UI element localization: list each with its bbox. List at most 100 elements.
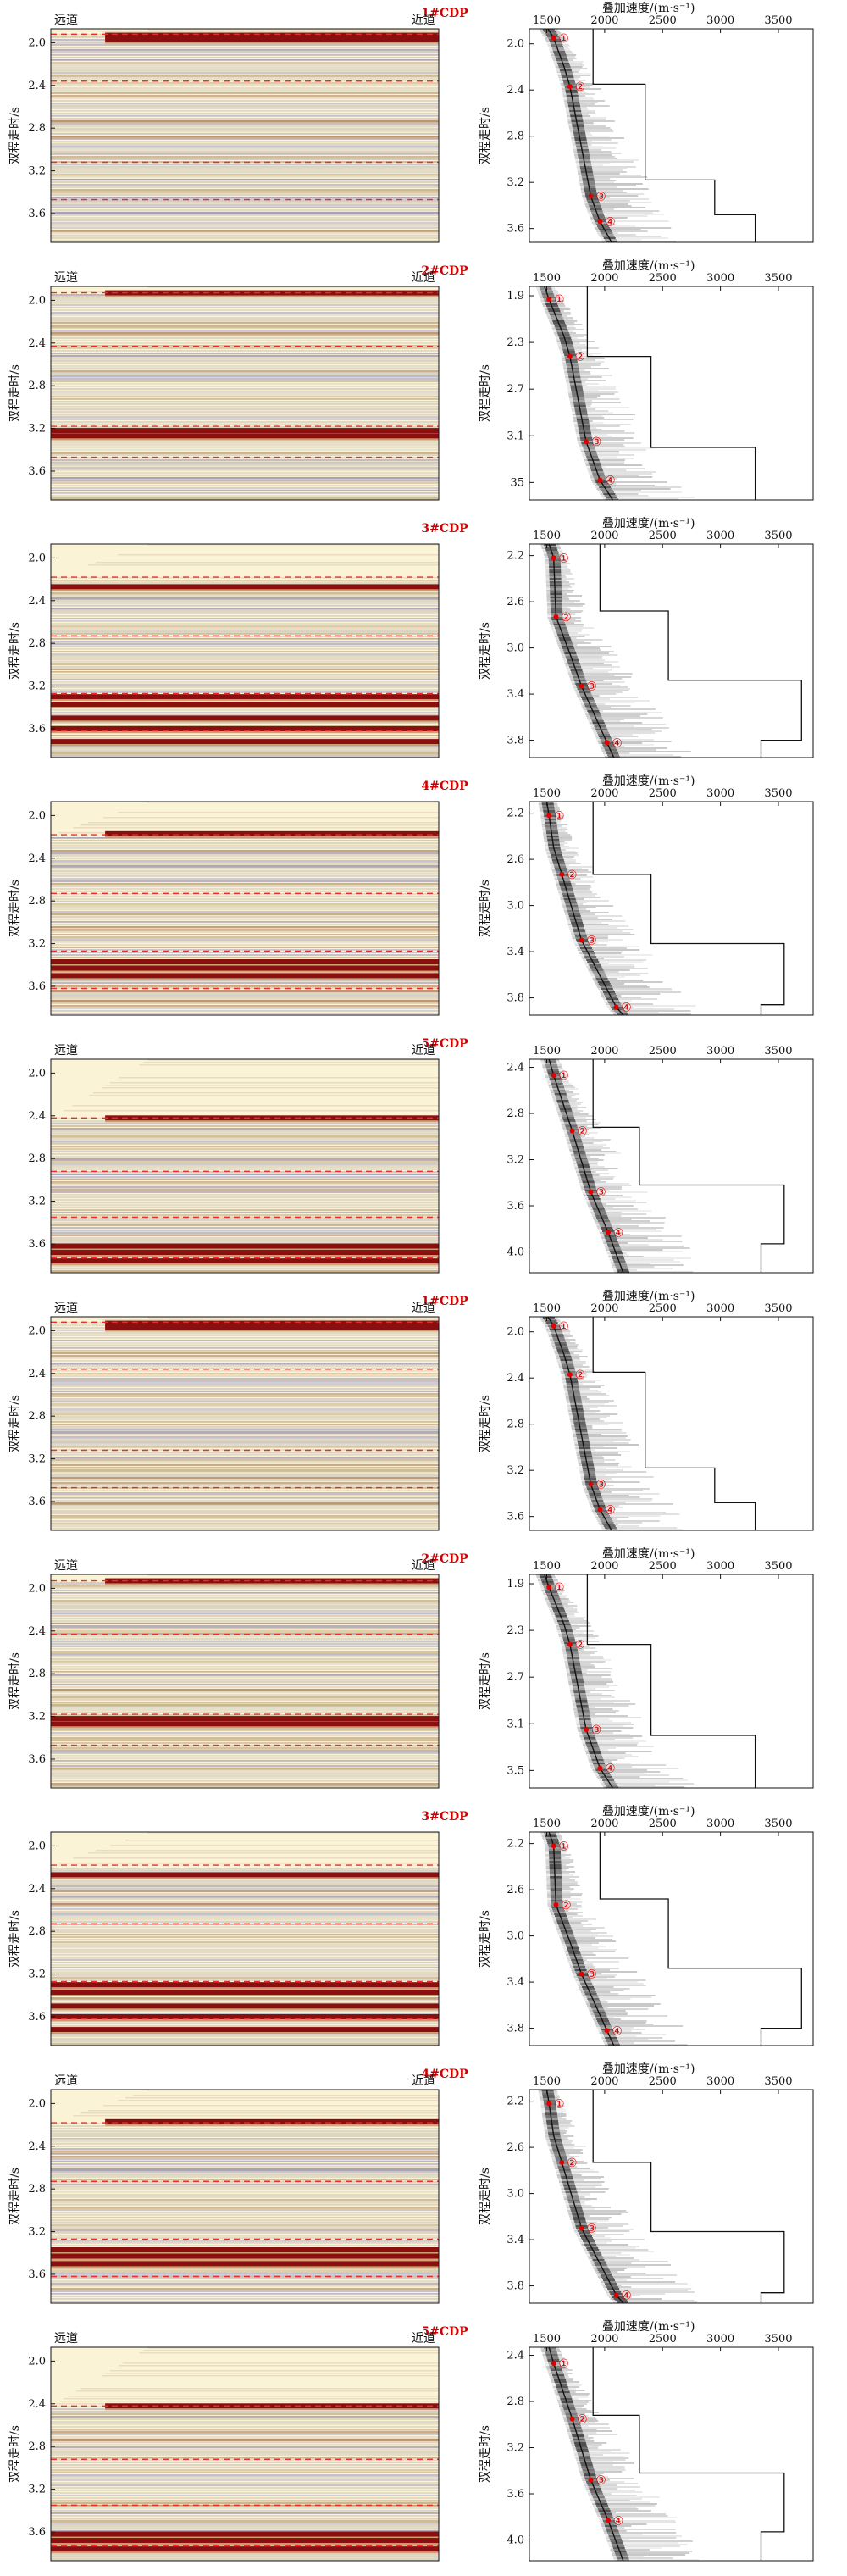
energy-streak bbox=[548, 319, 574, 320]
energy-streak bbox=[568, 1685, 618, 1686]
energy-core bbox=[576, 146, 589, 147]
energy-streak bbox=[570, 1690, 615, 1691]
energy-streak bbox=[562, 903, 584, 905]
energy-streak bbox=[563, 2196, 585, 2198]
energy-streak bbox=[597, 1227, 664, 1229]
energy-streak bbox=[586, 466, 606, 468]
energy-streak bbox=[556, 1927, 605, 1929]
energy-core bbox=[569, 1402, 582, 1403]
energy-core bbox=[566, 93, 579, 95]
gather-texture-line bbox=[51, 921, 439, 923]
energy-streak bbox=[546, 1330, 571, 1332]
gather-texture-line bbox=[51, 304, 439, 307]
gather-texture-line bbox=[51, 1518, 439, 1519]
energy-streak bbox=[561, 900, 609, 902]
energy-streak bbox=[565, 1393, 606, 1395]
energy-streak bbox=[573, 419, 634, 420]
energy-core bbox=[542, 807, 555, 808]
energy-streak bbox=[566, 917, 598, 919]
energy-streak bbox=[590, 2500, 630, 2501]
gather-traces bbox=[51, 2090, 439, 2302]
spectrum-xtick-label: 2000 bbox=[590, 1560, 618, 1573]
energy-core bbox=[570, 117, 583, 119]
gather-texture-line bbox=[51, 1643, 439, 1646]
gather-texture-line bbox=[51, 1967, 439, 1968]
spectrum-ytick-label: 2.4 bbox=[507, 84, 524, 97]
energy-streak bbox=[581, 1480, 614, 1481]
gather-texture-line bbox=[51, 1592, 439, 1594]
energy-streak bbox=[596, 1776, 640, 1778]
energy-core bbox=[579, 1717, 591, 1718]
energy-streak bbox=[594, 734, 633, 736]
gather-texture-line bbox=[51, 620, 439, 622]
energy-streak bbox=[565, 664, 612, 666]
energy-streak bbox=[572, 683, 612, 685]
energy-streak bbox=[550, 1612, 579, 1613]
energy-core bbox=[548, 846, 561, 847]
gather-texture-line bbox=[51, 597, 439, 600]
gather-texture-line bbox=[51, 1505, 439, 1507]
gather-texture-line bbox=[51, 1757, 439, 1760]
gather-texture-line bbox=[51, 1199, 439, 1202]
energy-streak bbox=[573, 1974, 617, 1976]
gather-texture-line bbox=[51, 1760, 439, 1762]
energy-streak bbox=[593, 483, 617, 485]
energy-streak bbox=[564, 102, 598, 103]
energy-core bbox=[584, 186, 596, 188]
energy-streak bbox=[584, 1751, 652, 1752]
energy-streak bbox=[563, 368, 609, 369]
gather-ytick-label: 3.2 bbox=[28, 680, 46, 693]
gather-texture-line bbox=[51, 2487, 439, 2490]
energy-streak bbox=[597, 988, 672, 990]
energy-streak bbox=[577, 169, 623, 171]
energy-streak bbox=[592, 2017, 614, 2018]
gather-texture-line bbox=[51, 1641, 439, 1643]
gather-texture-line bbox=[51, 421, 439, 424]
energy-core bbox=[559, 1356, 572, 1357]
energy-streak bbox=[583, 2247, 636, 2249]
energy-streak bbox=[570, 1420, 605, 1422]
spectrum-xtick-label: 3500 bbox=[764, 1818, 792, 1830]
energy-streak bbox=[588, 2008, 649, 2010]
spectrum-xtick-label: 3500 bbox=[764, 787, 792, 800]
energy-streak bbox=[567, 1678, 612, 1679]
energy-streak bbox=[571, 681, 625, 683]
energy-streak bbox=[542, 829, 568, 830]
energy-streak bbox=[596, 230, 648, 232]
energy-streak bbox=[543, 1068, 563, 1069]
gather-texture-line bbox=[51, 1482, 439, 1485]
energy-streak bbox=[566, 2205, 592, 2207]
energy-streak bbox=[546, 1881, 578, 1883]
energy-streak bbox=[590, 1212, 622, 1213]
gather-texture-line bbox=[51, 2224, 439, 2227]
energy-streak bbox=[601, 749, 656, 751]
energy-streak bbox=[564, 1134, 590, 1135]
energy-streak bbox=[549, 1088, 579, 1090]
gather-texture-line bbox=[51, 2426, 439, 2429]
gather-texture-line bbox=[51, 401, 439, 403]
energy-core bbox=[574, 1425, 587, 1427]
energy-streak bbox=[578, 949, 640, 951]
energy-streak bbox=[606, 2291, 695, 2293]
energy-streak bbox=[600, 493, 639, 495]
gather-texture-line bbox=[109, 2370, 439, 2372]
gather-ytick-label: 3.6 bbox=[28, 2526, 46, 2539]
gather-texture-line bbox=[72, 1105, 439, 1107]
energy-streak bbox=[592, 2503, 657, 2505]
gather-texture-line bbox=[118, 2100, 439, 2101]
gather-texture-line bbox=[64, 1110, 439, 1112]
gather-texture-line bbox=[51, 411, 439, 414]
gather-texture-line bbox=[51, 1360, 439, 1362]
energy-streak bbox=[568, 675, 615, 676]
pick-point bbox=[579, 683, 584, 689]
gather-ytick-label: 2.0 bbox=[28, 2355, 46, 2368]
energy-streak bbox=[556, 1107, 587, 1108]
energy-streak bbox=[586, 717, 663, 719]
gather-texture-line bbox=[51, 1696, 439, 1699]
energy-streak bbox=[576, 947, 627, 949]
gather-texture-line bbox=[51, 1474, 439, 1477]
spectrum-frame bbox=[529, 1058, 814, 1274]
energy-streak bbox=[587, 968, 648, 969]
gather-texture-line bbox=[51, 1929, 439, 1931]
energy-streak bbox=[599, 2032, 642, 2034]
